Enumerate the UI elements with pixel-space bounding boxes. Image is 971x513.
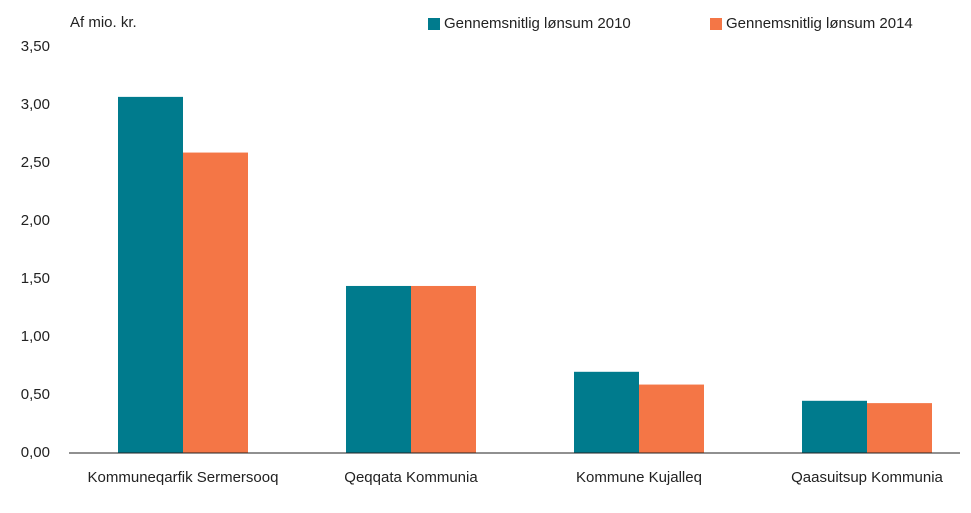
legend-swatch	[710, 18, 722, 30]
bar	[639, 384, 704, 453]
bar	[574, 371, 639, 453]
y-axis-label: Af mio. kr.	[70, 14, 137, 31]
bar	[118, 96, 183, 453]
bar	[183, 152, 248, 453]
y-tick-label: 1,00	[21, 328, 50, 345]
y-tick-label: 2,50	[21, 154, 50, 171]
x-tick-label: Kommuneqarfik Sermersooq	[88, 469, 279, 486]
y-tick-label: 1,50	[21, 270, 50, 287]
y-tick-label: 2,00	[21, 212, 50, 229]
y-tick-label: 3,00	[21, 96, 50, 113]
bar	[346, 285, 411, 453]
legend-label: Gennemsnitlig lønsum 2010	[444, 15, 631, 32]
x-tick-label: Qaasuitsup Kommunia	[791, 469, 943, 486]
x-tick-label: Kommune Kujalleq	[576, 469, 702, 486]
legend-swatch	[428, 18, 440, 30]
y-tick-label: 0,00	[21, 444, 50, 461]
bar	[411, 285, 476, 453]
bar	[802, 400, 867, 453]
x-tick-label: Qeqqata Kommunia	[344, 469, 478, 486]
bar	[867, 403, 932, 453]
y-tick-label: 3,50	[21, 38, 50, 55]
y-tick-label: 0,50	[21, 386, 50, 403]
legend-label: Gennemsnitlig lønsum 2014	[726, 15, 913, 32]
